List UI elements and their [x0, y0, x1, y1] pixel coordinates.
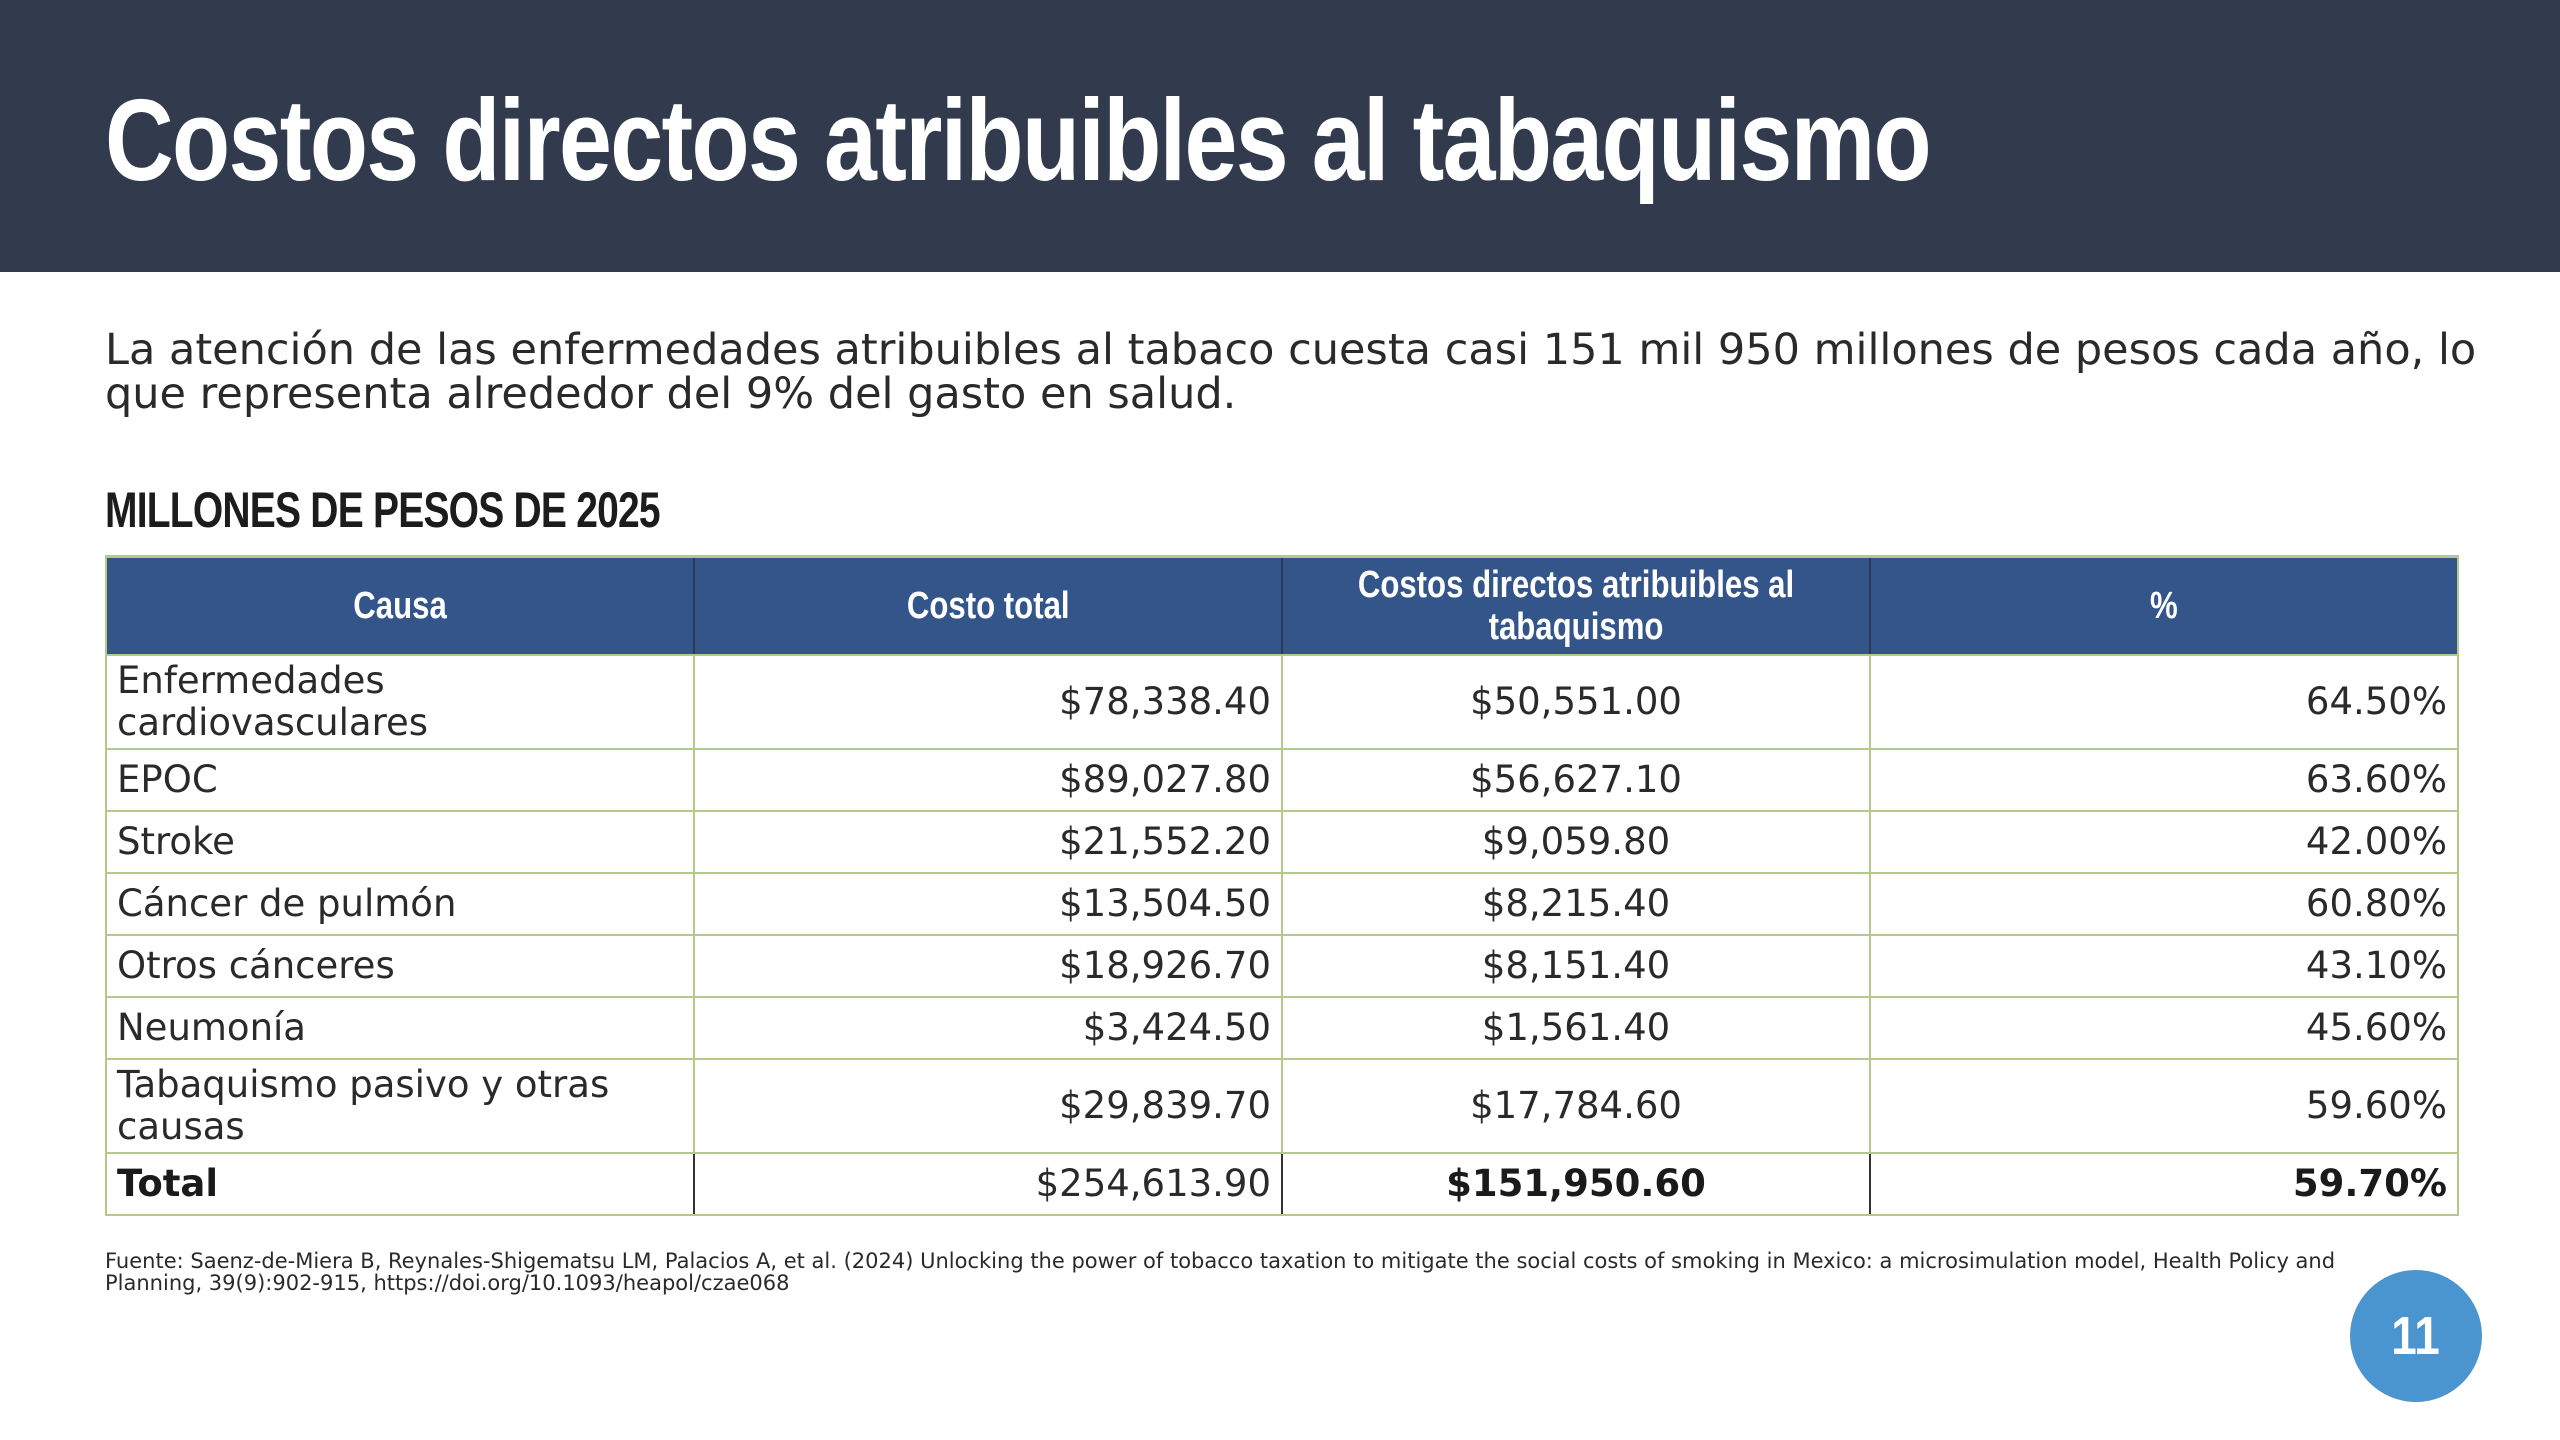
cell-costos-directos: $9,059.80 — [1281, 809, 1871, 874]
intro-paragraph: La atención de las enfermedades atribuib… — [105, 325, 2477, 419]
cell-costo-total: $18,926.70 — [693, 933, 1283, 998]
cell-porcentaje: 63.60% — [1869, 747, 2459, 812]
table-total-row: Total $254,613.90 $151,950.60 59.70% — [105, 1151, 2459, 1216]
cell-causa: Otros cánceres — [105, 933, 695, 998]
column-header-costo-total: Costo total — [693, 555, 1283, 656]
cell-costos-directos: $8,215.40 — [1281, 871, 1871, 936]
cell-costo-total: $78,338.40 — [693, 653, 1283, 750]
cell-porcentaje: 43.10% — [1869, 933, 2459, 998]
cell-costo-total: $13,504.50 — [693, 871, 1283, 936]
cell-causa: Cáncer de pulmón — [105, 871, 695, 936]
table-row: Cáncer de pulmón $13,504.50 $8,215.40 60… — [105, 871, 2459, 936]
title-banner: Costos directos atribuibles al tabaquism… — [0, 0, 2560, 272]
table-row: Enfermedades cardiovasculares $78,338.40… — [105, 653, 2459, 750]
table-row: Tabaquismo pasivo y otras causas $29,839… — [105, 1057, 2459, 1154]
cell-costos-directos: $56,627.10 — [1281, 747, 1871, 812]
table-row: Stroke $21,552.20 $9,059.80 42.00% — [105, 809, 2459, 874]
cell-costos-directos: $8,151.40 — [1281, 933, 1871, 998]
cell-porcentaje: 60.80% — [1869, 871, 2459, 936]
table-row: Otros cánceres $18,926.70 $8,151.40 43.1… — [105, 933, 2459, 998]
cell-costo-total: $3,424.50 — [693, 995, 1283, 1060]
total-costo-total: $254,613.90 — [693, 1151, 1283, 1216]
column-header-label: Causa — [353, 584, 447, 627]
cell-porcentaje: 45.60% — [1869, 995, 2459, 1060]
column-header-label: Costo total — [906, 584, 1070, 627]
table-caption: MILLONES DE PESOS DE 2025 — [105, 482, 661, 538]
cell-porcentaje: 59.60% — [1869, 1057, 2459, 1154]
cell-costos-directos: $1,561.40 — [1281, 995, 1871, 1060]
cell-costo-total: $21,552.20 — [693, 809, 1283, 874]
cell-costo-total: $29,839.70 — [693, 1057, 1283, 1154]
total-porcentaje: 59.70% — [1869, 1151, 2459, 1216]
cell-porcentaje: 42.00% — [1869, 809, 2459, 874]
cell-costos-directos: $17,784.60 — [1281, 1057, 1871, 1154]
page-number: 11 — [2391, 1306, 2441, 1366]
cell-causa: Neumonía — [105, 995, 695, 1060]
cell-causa: Stroke — [105, 809, 695, 874]
source-citation: Fuente: Saenz-de-Miera B, Reynales-Shige… — [105, 1249, 2336, 1295]
cell-causa: EPOC — [105, 747, 695, 812]
total-label: Total — [105, 1151, 695, 1216]
total-costos-directos: $151,950.60 — [1281, 1151, 1871, 1216]
column-header-costos-directos: Costos directos atribuibles al tabaquism… — [1281, 555, 1871, 656]
costs-table: Causa Costo total Costos directos atribu… — [105, 555, 2459, 1216]
column-header-causa: Causa — [105, 555, 695, 656]
table-row: Neumonía $3,424.50 $1,561.40 45.60% — [105, 995, 2459, 1060]
cell-causa: Enfermedades cardiovasculares — [105, 653, 695, 750]
column-header-porcentaje: % — [1869, 555, 2459, 656]
table-row: EPOC $89,027.80 $56,627.10 63.60% — [105, 747, 2459, 812]
table-header-row: Causa Costo total Costos directos atribu… — [105, 555, 2459, 656]
cell-porcentaje: 64.50% — [1869, 653, 2459, 750]
column-header-label: Costos directos atribuibles al tabaquism… — [1357, 563, 1795, 648]
column-header-label: % — [2150, 584, 2178, 627]
cell-costos-directos: $50,551.00 — [1281, 653, 1871, 750]
cell-costo-total: $89,027.80 — [693, 747, 1283, 812]
page-number-badge: 11 — [2350, 1270, 2482, 1402]
cell-causa: Tabaquismo pasivo y otras causas — [105, 1057, 695, 1154]
page-title: Costos directos atribuibles al tabaquism… — [105, 75, 1932, 205]
